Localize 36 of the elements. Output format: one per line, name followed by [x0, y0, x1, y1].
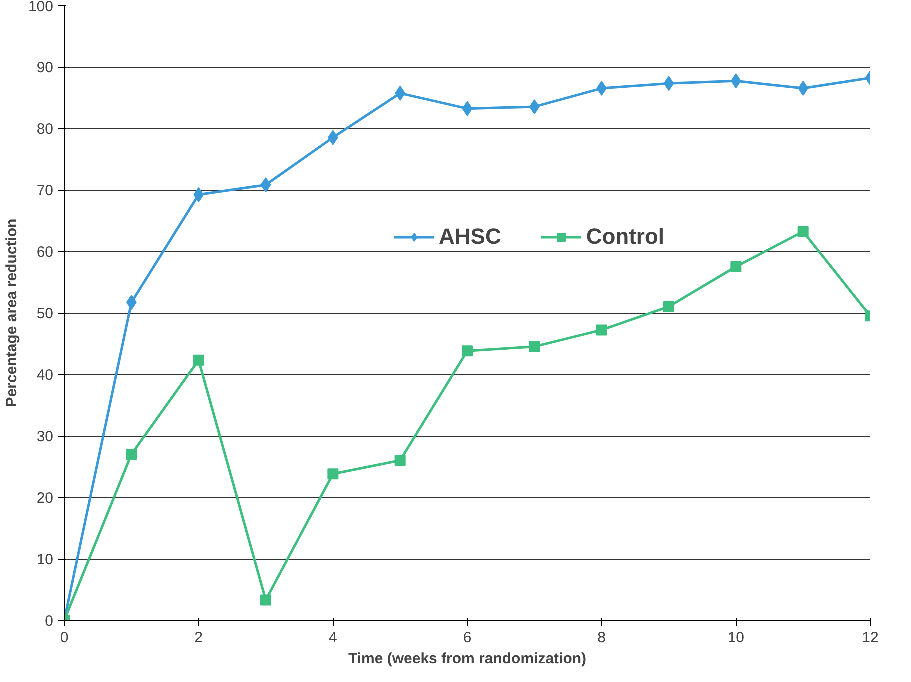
y-tick-label: 10 — [36, 552, 54, 568]
y-tick-label: 40 — [36, 367, 54, 384]
point — [798, 226, 809, 238]
y-tick-label: 100 — [28, 0, 54, 16]
point — [462, 101, 473, 116]
y-tick-label: 50 — [36, 306, 54, 322]
y-tick-label: 90 — [36, 60, 54, 76]
point — [394, 455, 406, 466]
legend-label: AHSC — [439, 224, 502, 250]
x-tick-label: 6 — [463, 630, 472, 646]
point — [126, 448, 138, 460]
x-tick-label: 10 — [728, 630, 745, 646]
point — [596, 324, 608, 336]
point — [260, 178, 272, 193]
x-tick-label: 2 — [194, 630, 204, 646]
point — [664, 76, 674, 92]
x-tick-label: 12 — [862, 630, 879, 646]
y-tick-label: 0 — [45, 613, 54, 630]
x-axis-title: Time (weeks from randomization) — [348, 650, 587, 668]
point — [193, 354, 204, 366]
x-tick-label: 4 — [328, 630, 338, 646]
point — [730, 261, 742, 272]
y-tick-label: 30 — [36, 428, 54, 446]
point — [462, 346, 473, 357]
y-tick-label: 20 — [36, 490, 54, 507]
x-tick-label: 0 — [60, 630, 69, 646]
y-tick-label: 70 — [36, 182, 54, 200]
y-axis-title: Percentage area reduction — [3, 218, 20, 408]
legend-label: Control — [586, 224, 665, 250]
point — [664, 301, 674, 312]
y-tick-label: 60 — [36, 244, 54, 261]
x-tick-label: 8 — [598, 630, 606, 646]
y-tick-label: 80 — [36, 121, 54, 138]
point — [328, 468, 339, 480]
point — [260, 594, 272, 606]
point — [529, 341, 540, 352]
